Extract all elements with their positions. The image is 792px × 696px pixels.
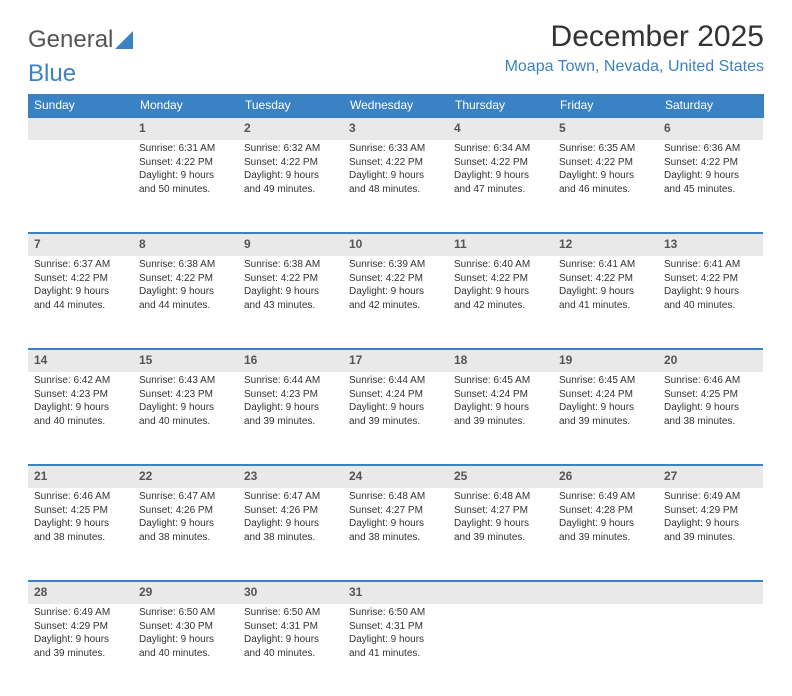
day-cell: Sunrise: 6:31 AMSunset: 4:22 PMDaylight:…: [133, 140, 238, 233]
weekday-header: Thursday: [448, 94, 553, 117]
day-number-row: 123456: [28, 117, 763, 140]
day-number: 11: [448, 233, 553, 256]
day-cell: Sunrise: 6:36 AMSunset: 4:22 PMDaylight:…: [658, 140, 763, 233]
day-number: 20: [658, 349, 763, 372]
month-title: December 2025: [505, 20, 764, 54]
day-number: 22: [133, 465, 238, 488]
day-cell: Sunrise: 6:46 AMSunset: 4:25 PMDaylight:…: [658, 372, 763, 465]
day-number: 3: [343, 117, 448, 140]
day-cell: [658, 604, 763, 696]
weekday-header: Saturday: [658, 94, 763, 117]
weekday-header: Friday: [553, 94, 658, 117]
day-number: 4: [448, 117, 553, 140]
logo-text-1: General: [28, 26, 113, 54]
logo-sail-icon: [115, 31, 137, 49]
day-cell: Sunrise: 6:50 AMSunset: 4:31 PMDaylight:…: [343, 604, 448, 696]
weekday-header-row: SundayMondayTuesdayWednesdayThursdayFrid…: [28, 94, 763, 117]
day-number: 17: [343, 349, 448, 372]
day-cell: Sunrise: 6:41 AMSunset: 4:22 PMDaylight:…: [658, 256, 763, 349]
day-number: 10: [343, 233, 448, 256]
day-number: 23: [238, 465, 343, 488]
day-cell: Sunrise: 6:46 AMSunset: 4:25 PMDaylight:…: [28, 488, 133, 581]
day-number: [448, 581, 553, 604]
day-number: 8: [133, 233, 238, 256]
day-cell: Sunrise: 6:32 AMSunset: 4:22 PMDaylight:…: [238, 140, 343, 233]
day-number: 30: [238, 581, 343, 604]
day-content-row: Sunrise: 6:46 AMSunset: 4:25 PMDaylight:…: [28, 488, 763, 581]
day-content-row: Sunrise: 6:31 AMSunset: 4:22 PMDaylight:…: [28, 140, 763, 233]
day-number: 27: [658, 465, 763, 488]
logo: General: [28, 20, 137, 54]
weekday-header: Tuesday: [238, 94, 343, 117]
day-cell: [28, 140, 133, 233]
day-number: 31: [343, 581, 448, 604]
weekday-header: Sunday: [28, 94, 133, 117]
day-content-row: Sunrise: 6:37 AMSunset: 4:22 PMDaylight:…: [28, 256, 763, 349]
day-number: 19: [553, 349, 658, 372]
day-number: [658, 581, 763, 604]
logo-text-2: Blue: [28, 60, 764, 88]
day-cell: Sunrise: 6:40 AMSunset: 4:22 PMDaylight:…: [448, 256, 553, 349]
day-cell: Sunrise: 6:33 AMSunset: 4:22 PMDaylight:…: [343, 140, 448, 233]
day-number: 29: [133, 581, 238, 604]
day-cell: Sunrise: 6:39 AMSunset: 4:22 PMDaylight:…: [343, 256, 448, 349]
weekday-header: Monday: [133, 94, 238, 117]
day-cell: Sunrise: 6:47 AMSunset: 4:26 PMDaylight:…: [133, 488, 238, 581]
day-number: 21: [28, 465, 133, 488]
day-cell: Sunrise: 6:45 AMSunset: 4:24 PMDaylight:…: [448, 372, 553, 465]
day-number: 9: [238, 233, 343, 256]
day-cell: Sunrise: 6:49 AMSunset: 4:28 PMDaylight:…: [553, 488, 658, 581]
day-cell: Sunrise: 6:48 AMSunset: 4:27 PMDaylight:…: [448, 488, 553, 581]
day-cell: Sunrise: 6:35 AMSunset: 4:22 PMDaylight:…: [553, 140, 658, 233]
day-number: 24: [343, 465, 448, 488]
day-number: 14: [28, 349, 133, 372]
day-cell: [553, 604, 658, 696]
day-cell: Sunrise: 6:45 AMSunset: 4:24 PMDaylight:…: [553, 372, 658, 465]
day-number: 18: [448, 349, 553, 372]
day-cell: Sunrise: 6:49 AMSunset: 4:29 PMDaylight:…: [658, 488, 763, 581]
day-number-row: 28293031: [28, 581, 763, 604]
day-cell: Sunrise: 6:42 AMSunset: 4:23 PMDaylight:…: [28, 372, 133, 465]
day-cell: Sunrise: 6:38 AMSunset: 4:22 PMDaylight:…: [133, 256, 238, 349]
day-content-row: Sunrise: 6:42 AMSunset: 4:23 PMDaylight:…: [28, 372, 763, 465]
day-number: 2: [238, 117, 343, 140]
day-cell: Sunrise: 6:44 AMSunset: 4:23 PMDaylight:…: [238, 372, 343, 465]
day-number: 28: [28, 581, 133, 604]
day-number: 13: [658, 233, 763, 256]
day-cell: Sunrise: 6:50 AMSunset: 4:31 PMDaylight:…: [238, 604, 343, 696]
day-cell: Sunrise: 6:48 AMSunset: 4:27 PMDaylight:…: [343, 488, 448, 581]
calendar-table: SundayMondayTuesdayWednesdayThursdayFrid…: [28, 94, 764, 696]
day-number: 25: [448, 465, 553, 488]
day-number: 26: [553, 465, 658, 488]
day-number-row: 21222324252627: [28, 465, 763, 488]
day-cell: Sunrise: 6:44 AMSunset: 4:24 PMDaylight:…: [343, 372, 448, 465]
day-number: [28, 117, 133, 140]
weekday-header: Wednesday: [343, 94, 448, 117]
day-cell: Sunrise: 6:43 AMSunset: 4:23 PMDaylight:…: [133, 372, 238, 465]
day-cell: Sunrise: 6:49 AMSunset: 4:29 PMDaylight:…: [28, 604, 133, 696]
day-number: 12: [553, 233, 658, 256]
day-number: [553, 581, 658, 604]
day-cell: [448, 604, 553, 696]
day-content-row: Sunrise: 6:49 AMSunset: 4:29 PMDaylight:…: [28, 604, 763, 696]
day-number: 7: [28, 233, 133, 256]
day-number: 6: [658, 117, 763, 140]
day-number: 1: [133, 117, 238, 140]
day-number: 5: [553, 117, 658, 140]
day-cell: Sunrise: 6:41 AMSunset: 4:22 PMDaylight:…: [553, 256, 658, 349]
day-number-row: 78910111213: [28, 233, 763, 256]
day-cell: Sunrise: 6:34 AMSunset: 4:22 PMDaylight:…: [448, 140, 553, 233]
day-number: 15: [133, 349, 238, 372]
day-number-row: 14151617181920: [28, 349, 763, 372]
day-cell: Sunrise: 6:47 AMSunset: 4:26 PMDaylight:…: [238, 488, 343, 581]
day-number: 16: [238, 349, 343, 372]
day-cell: Sunrise: 6:50 AMSunset: 4:30 PMDaylight:…: [133, 604, 238, 696]
day-cell: Sunrise: 6:37 AMSunset: 4:22 PMDaylight:…: [28, 256, 133, 349]
day-cell: Sunrise: 6:38 AMSunset: 4:22 PMDaylight:…: [238, 256, 343, 349]
